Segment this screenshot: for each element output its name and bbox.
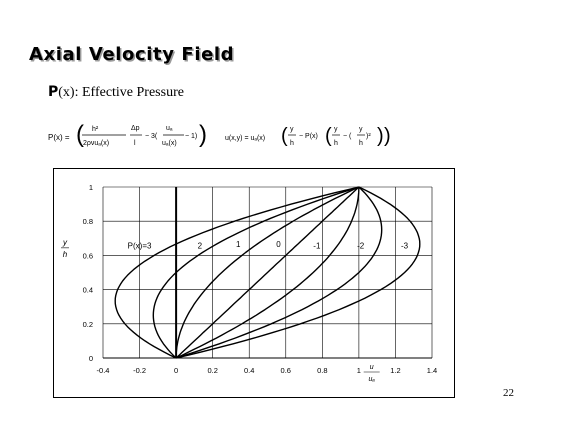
eq2-b-num: y <box>334 126 338 133</box>
series-label: 1 <box>236 240 241 249</box>
slide-title: Axial Velocity Field <box>29 44 235 65</box>
eq2-lhs: u(x,y) = uₐ(x) <box>225 135 265 142</box>
eq2-c-num: y <box>359 126 363 133</box>
x-tick-label: 1.4 <box>427 366 437 375</box>
eq1-mid: − 3( <box>145 133 158 140</box>
eq1-den3: uₐ(x) <box>162 140 177 147</box>
svg-text:): ) <box>384 125 391 147</box>
svg-text:(: ( <box>325 125 332 147</box>
y-axis-label-num: y <box>62 238 68 247</box>
eq2-a-num: y <box>290 126 294 133</box>
series-line <box>175 186 360 359</box>
page-number: 22 <box>503 387 514 399</box>
series-label: -2 <box>357 242 365 251</box>
series-label: -1 <box>313 242 321 251</box>
series-line <box>152 186 360 359</box>
subtitle-text: (x): Effective Pressure <box>58 85 184 100</box>
eq2-c-tail: )² <box>366 133 371 140</box>
eq1-lhs: P(x) = <box>48 133 70 142</box>
y-tick-label: 0.4 <box>83 286 93 295</box>
x-tick-label: 0 <box>174 366 178 375</box>
series-label: -3 <box>401 242 409 251</box>
eq1-num2: Δp <box>131 125 140 132</box>
x-tick-label: 1.2 <box>390 366 400 375</box>
x-tick-label: 0.6 <box>281 366 291 375</box>
x-tick-label: 0.2 <box>207 366 217 375</box>
y-tick-label: 0.6 <box>83 251 93 260</box>
series-line <box>175 186 360 359</box>
eq1-tail: − 1) <box>185 133 197 140</box>
x-axis-label-num: u <box>370 364 374 371</box>
eq2-b-minus: − ( <box>343 133 352 140</box>
eq2-b-den: h <box>334 140 338 147</box>
eq1-open-paren: ( <box>76 121 84 148</box>
eq1-den1: 2ρνuₐ(x) <box>83 140 109 147</box>
x-axis-label-den: uₐ <box>368 376 375 383</box>
series-line <box>175 186 383 359</box>
svg-text:): ) <box>377 125 384 147</box>
y-tick-label: 0.2 <box>83 320 93 329</box>
series-line <box>114 186 360 359</box>
eq1-close-paren: ) <box>199 121 207 148</box>
eq1-num3: uₐ <box>166 125 173 132</box>
velocity-equation: u(x,y) = uₐ(x) ( y h − P(x) ( y h − ( y … <box>225 116 435 160</box>
y-tick-label: 1 <box>89 183 93 192</box>
eq2-minus-p: − P(x) <box>299 133 318 140</box>
series-line <box>175 186 360 359</box>
x-tick-label: 0.4 <box>244 366 254 375</box>
series-label: P(x)=3 <box>128 242 152 251</box>
pressure-symbol: P <box>48 84 59 100</box>
y-axis-label-den: h <box>63 250 68 259</box>
svg-text:(: ( <box>281 125 288 147</box>
pressure-equation: P(x) = ( h² 2ρνuₐ(x) Δp l − 3( uₐ uₐ(x) … <box>48 116 208 160</box>
x-tick-label: 0.8 <box>317 366 327 375</box>
series-label: 0 <box>276 240 281 249</box>
series-line <box>175 186 421 359</box>
eq2-c-den: h <box>359 140 363 147</box>
eq1-num1: h² <box>92 126 99 133</box>
series-label: 2 <box>198 242 203 251</box>
subtitle: P(x): Effective Pressure <box>48 84 184 101</box>
eq1-den2: l <box>134 140 136 147</box>
eq2-a-den: h <box>290 140 294 147</box>
y-tick-label: 0.8 <box>83 217 93 226</box>
x-tick-label: 1 <box>357 366 361 375</box>
x-tick-label: -0.2 <box>133 366 146 375</box>
chart-svg: -0.4 -0.2 0 0.2 0.4 0.6 0.8 1 1.2 1.4 0 0.2 0.4 0.6 0.… <box>61 183 437 383</box>
y-tick-label: 0 <box>89 354 93 363</box>
x-tick-label: -0.4 <box>97 366 110 375</box>
velocity-profile-chart: -0.4 -0.2 0 0.2 0.4 0.6 0.8 1 1.2 1.4 0 0.2 0.4 0.6 0.… <box>53 168 455 398</box>
